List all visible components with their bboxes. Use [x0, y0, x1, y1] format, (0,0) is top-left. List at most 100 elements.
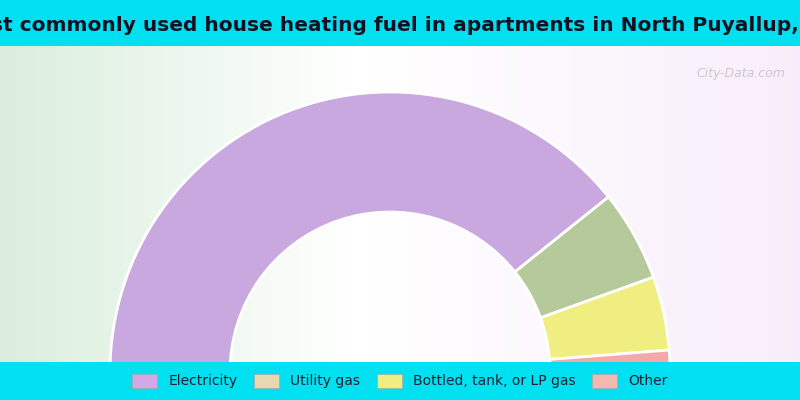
Bar — [142, 46, 145, 362]
Bar — [312, 46, 316, 362]
Bar — [662, 46, 665, 362]
Bar — [264, 46, 268, 362]
Bar — [752, 46, 756, 362]
Bar — [16, 46, 20, 362]
Bar — [216, 46, 220, 362]
Bar — [352, 46, 356, 362]
Bar — [446, 46, 449, 362]
Bar — [710, 46, 713, 362]
Bar — [658, 46, 662, 362]
Bar — [270, 46, 273, 362]
Bar — [262, 46, 265, 362]
Bar — [726, 46, 729, 362]
Bar — [224, 46, 228, 362]
Bar — [422, 46, 425, 362]
Bar — [50, 46, 54, 362]
Bar — [566, 46, 569, 362]
Bar — [762, 46, 766, 362]
Bar — [72, 46, 76, 362]
Bar — [610, 46, 614, 362]
Bar — [712, 46, 716, 362]
Bar — [730, 46, 734, 362]
Bar — [194, 46, 198, 362]
Bar — [192, 46, 196, 362]
Bar — [34, 46, 38, 362]
Bar — [770, 46, 774, 362]
Bar — [598, 46, 601, 362]
Bar — [230, 46, 233, 362]
Bar — [782, 46, 785, 362]
Bar — [386, 46, 390, 362]
Bar — [232, 46, 236, 362]
Bar — [728, 46, 732, 362]
Bar — [426, 46, 430, 362]
Bar — [522, 46, 526, 362]
Bar — [646, 46, 649, 362]
Bar — [280, 46, 284, 362]
Bar — [120, 46, 124, 362]
Bar — [632, 46, 636, 362]
Bar — [696, 46, 700, 362]
Bar — [480, 46, 484, 362]
Bar — [600, 46, 604, 362]
Bar — [630, 46, 633, 362]
Bar — [184, 46, 188, 362]
Bar — [534, 46, 537, 362]
Bar — [486, 46, 489, 362]
Bar — [592, 46, 596, 362]
Bar — [234, 46, 238, 362]
Bar — [774, 46, 777, 362]
Bar — [410, 46, 414, 362]
Bar — [474, 46, 478, 362]
Bar — [624, 46, 628, 362]
Bar — [200, 46, 204, 362]
Bar — [642, 46, 646, 362]
Bar — [654, 46, 657, 362]
Bar — [74, 46, 78, 362]
Bar — [618, 46, 622, 362]
Bar — [794, 46, 798, 362]
Bar — [288, 46, 292, 362]
Bar — [398, 46, 401, 362]
Bar — [590, 46, 593, 362]
Bar — [32, 46, 36, 362]
Bar — [694, 46, 697, 362]
Bar — [456, 46, 460, 362]
Bar — [424, 46, 428, 362]
Bar — [778, 46, 782, 362]
Bar — [96, 46, 100, 362]
Bar — [88, 46, 92, 362]
Bar — [154, 46, 158, 362]
Bar — [664, 46, 668, 362]
Bar — [720, 46, 724, 362]
Bar — [488, 46, 492, 362]
Bar — [26, 46, 30, 362]
Bar — [530, 46, 534, 362]
Bar — [258, 46, 262, 362]
Bar — [606, 46, 609, 362]
Bar — [416, 46, 420, 362]
Bar — [318, 46, 321, 362]
Bar — [634, 46, 638, 362]
Bar — [544, 46, 548, 362]
Bar — [408, 46, 412, 362]
Bar — [718, 46, 721, 362]
Bar — [786, 46, 790, 362]
Bar — [552, 46, 556, 362]
Bar — [168, 46, 172, 362]
Bar — [554, 46, 558, 362]
Bar — [578, 46, 582, 362]
Bar — [798, 46, 800, 362]
Bar — [744, 46, 748, 362]
Bar — [360, 46, 364, 362]
Bar — [536, 46, 540, 362]
Bar — [62, 46, 65, 362]
Bar — [274, 46, 278, 362]
Bar — [648, 46, 652, 362]
Bar — [170, 46, 174, 362]
Bar — [70, 46, 73, 362]
Bar — [24, 46, 28, 362]
Bar — [128, 46, 132, 362]
Bar — [714, 46, 718, 362]
Bar — [98, 46, 102, 362]
